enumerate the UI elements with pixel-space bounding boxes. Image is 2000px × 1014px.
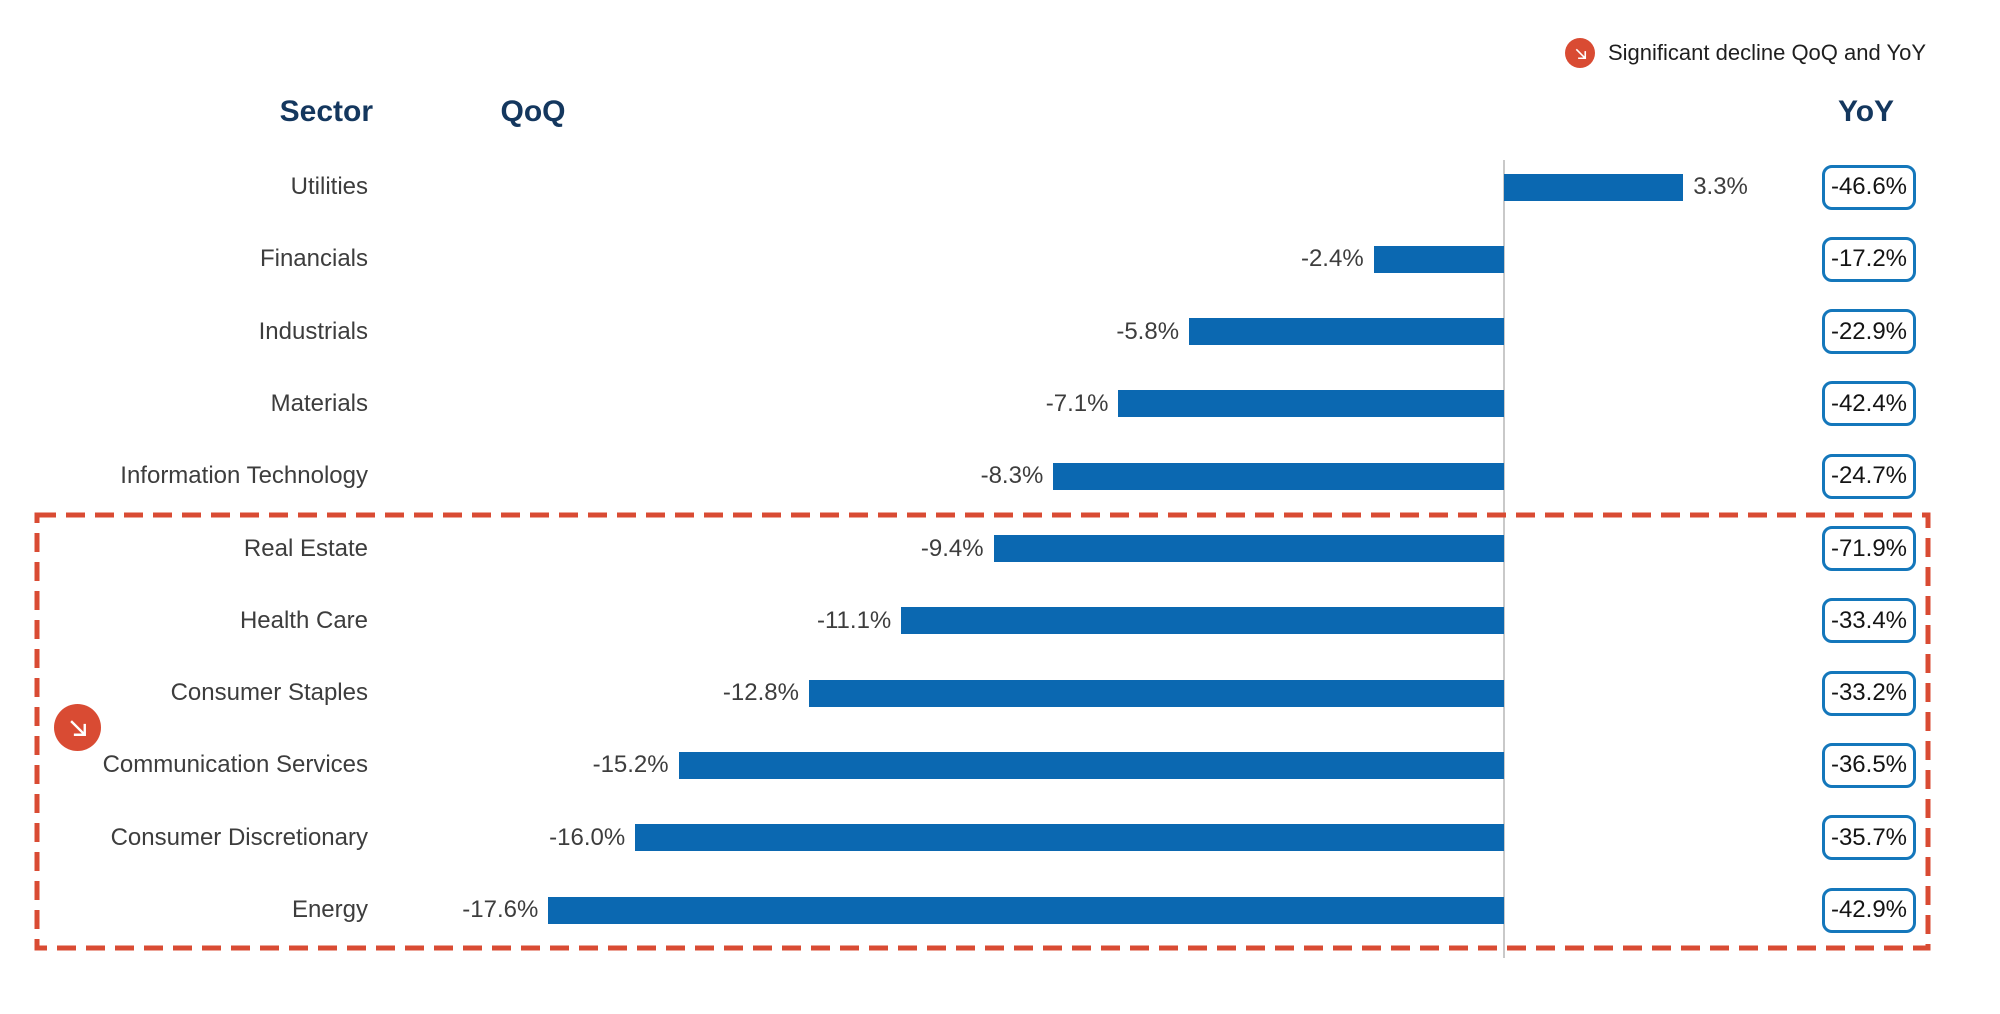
yoy-value-box: -33.2% — [1822, 670, 1916, 716]
yoy-value-box: -33.4% — [1822, 598, 1916, 644]
qoq-bar — [1118, 390, 1504, 418]
qoq-bar — [548, 896, 1504, 924]
legend-label: Significant decline QoQ and YoY — [1608, 40, 1927, 65]
yoy-value-box: -36.5% — [1822, 742, 1916, 788]
qoq-bar — [1373, 245, 1504, 273]
sector-label: Energy — [291, 896, 368, 923]
sector-label: Consumer Discretionary — [110, 823, 368, 851]
yoy-value-box: -42.4% — [1822, 381, 1916, 427]
qoq-bar — [1504, 173, 1684, 201]
sector-label: Real Estate — [243, 534, 368, 562]
qoq-bar — [808, 679, 1504, 707]
yoy-value-box: -22.9% — [1822, 309, 1916, 355]
column-header-sector: Sector — [279, 95, 373, 128]
sector-label: Health Care — [239, 606, 368, 634]
zero-baseline — [1503, 160, 1505, 958]
yoy-value-box: -24.7% — [1822, 453, 1916, 499]
qoq-bar — [678, 751, 1504, 779]
qoq-value-label: 3.3% — [1693, 173, 1748, 200]
qoq-value-label: -16.0% — [549, 823, 626, 851]
qoq-value-label: -7.1% — [1045, 389, 1109, 417]
qoq-value-label: -2.4% — [1300, 245, 1364, 273]
column-header-yoy: YoY — [1837, 95, 1895, 128]
yoy-value-box: -42.9% — [1822, 887, 1916, 933]
column-header-qoq: QoQ — [500, 95, 566, 128]
sector-label: Utilities — [290, 173, 368, 200]
qoq-value-label: -15.2% — [592, 751, 669, 779]
highlight-dashed-rectangle — [34, 512, 1931, 951]
sector-label: Consumer Staples — [170, 679, 368, 707]
decline-arrow-icon — [1565, 38, 1595, 68]
qoq-bar — [1189, 318, 1504, 346]
decline-arrow-icon — [54, 704, 101, 751]
qoq-value-label: -5.8% — [1116, 317, 1180, 345]
yoy-value-box: -35.7% — [1822, 815, 1916, 861]
sector-label: Information Technology — [120, 462, 368, 490]
qoq-value-label: -17.6% — [462, 896, 539, 923]
qoq-bar — [993, 535, 1504, 562]
legend: Significant decline QoQ and YoY — [1565, 38, 1926, 68]
yoy-value-box: -46.6% — [1822, 164, 1916, 210]
yoy-value-box: -71.9% — [1822, 526, 1916, 571]
yoy-value-box: -17.2% — [1822, 236, 1916, 282]
sector-label: Materials — [270, 389, 368, 417]
qoq-value-label: -9.4% — [920, 534, 984, 562]
qoq-bar — [901, 607, 1504, 635]
sector-label: Communication Services — [102, 751, 368, 779]
sector-label: Industrials — [258, 317, 368, 345]
qoq-value-label: -8.3% — [980, 462, 1044, 490]
sector-label: Financials — [259, 245, 368, 273]
qoq-bar — [1053, 462, 1504, 490]
qoq-value-label: -11.1% — [817, 606, 892, 634]
qoq-value-label: -12.8% — [722, 679, 799, 707]
qoq-bar — [635, 824, 1504, 852]
